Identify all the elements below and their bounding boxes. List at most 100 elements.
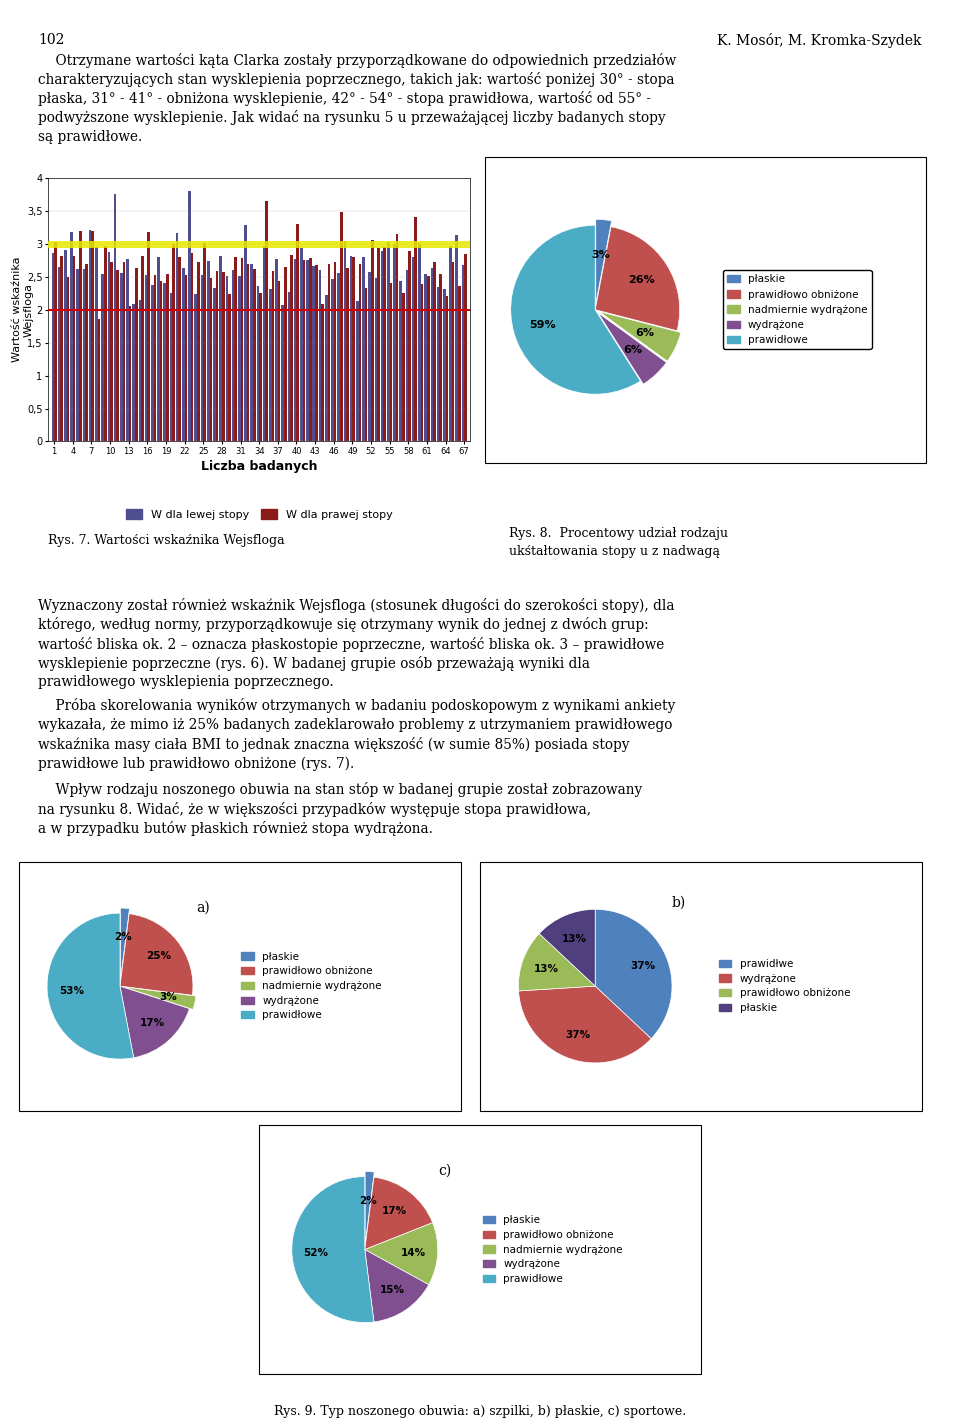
Bar: [284, 268, 287, 441]
Bar: [362, 256, 365, 441]
Bar: [420, 285, 423, 441]
Y-axis label: Wartość wskaźnika
Wejsfloga: Wartość wskaźnika Wejsfloga: [12, 256, 34, 363]
Text: wysklepienie poprzeczne (rys. 6). W badanej grupie osób przeważają wyniki dla: wysklepienie poprzeczne (rys. 6). W bada…: [38, 655, 590, 671]
Bar: [424, 273, 427, 441]
Bar: [290, 255, 293, 441]
Bar: [184, 275, 187, 441]
Bar: [356, 300, 359, 441]
Bar: [369, 272, 371, 441]
Bar: [399, 282, 402, 441]
Bar: [157, 256, 159, 441]
Bar: [319, 271, 322, 441]
Bar: [272, 271, 275, 441]
Bar: [85, 265, 88, 441]
Bar: [383, 246, 386, 441]
Bar: [251, 263, 253, 441]
Text: płaska, 31° - 41° - obniżona wysklepienie, 42° - 54° - stopa prawidłowa, wartość: płaska, 31° - 41° - obniżona wysklepieni…: [38, 91, 652, 107]
Text: na rysunku 8. Widać, że w większości przypadków występuje stopa prawidłowa,: na rysunku 8. Widać, że w większości prz…: [38, 802, 591, 817]
Text: którego, według normy, przyporządkowuje się otrzymany wynik do jednej z dwóch gr: którego, według normy, przyporządkowuje …: [38, 618, 649, 632]
Bar: [445, 296, 448, 441]
Bar: [60, 256, 63, 441]
Bar: [138, 300, 141, 441]
Text: 14%: 14%: [401, 1247, 426, 1257]
Bar: [159, 281, 162, 441]
Bar: [201, 275, 204, 441]
Text: K. Mosór, M. Kromka-Szydek: K. Mosór, M. Kromka-Szydek: [717, 33, 922, 48]
Bar: [191, 253, 194, 441]
Bar: [408, 251, 411, 441]
Bar: [182, 268, 184, 441]
Bar: [179, 256, 181, 441]
Wedge shape: [518, 934, 595, 991]
Bar: [116, 271, 119, 441]
Bar: [371, 239, 373, 441]
Bar: [104, 246, 107, 441]
Text: Wyznaczony został również wskaźnik Wejsfloga (stosunek długości do szerokości st: Wyznaczony został również wskaźnik Wejsf…: [38, 598, 675, 614]
Bar: [440, 275, 442, 441]
Bar: [148, 232, 150, 441]
Legend: prawidłwe, wydrążone, prawidłowo obniżone, płaskie: prawidłwe, wydrążone, prawidłowo obniżon…: [715, 956, 853, 1017]
Bar: [288, 292, 290, 441]
Bar: [269, 289, 272, 441]
Bar: [108, 252, 110, 441]
Bar: [113, 195, 116, 441]
Bar: [340, 212, 343, 441]
Bar: [91, 231, 94, 441]
Bar: [265, 201, 268, 441]
Bar: [415, 218, 417, 441]
Bar: [244, 225, 247, 441]
Bar: [259, 293, 262, 441]
Bar: [387, 242, 390, 441]
Text: 37%: 37%: [630, 961, 655, 971]
Text: 17%: 17%: [382, 1206, 407, 1216]
Wedge shape: [120, 987, 189, 1058]
Bar: [216, 271, 218, 441]
Bar: [390, 283, 393, 441]
Bar: [89, 231, 91, 441]
Text: a w przypadku butów płaskich również stopa wydrążona.: a w przypadku butów płaskich również sto…: [38, 822, 433, 836]
Bar: [213, 288, 216, 441]
Bar: [126, 259, 129, 441]
Bar: [419, 244, 420, 441]
Bar: [73, 256, 76, 441]
Bar: [315, 265, 318, 441]
Bar: [443, 289, 445, 441]
Bar: [83, 269, 85, 441]
Bar: [313, 266, 315, 441]
Text: 15%: 15%: [380, 1284, 405, 1294]
Bar: [276, 259, 277, 441]
Bar: [247, 263, 250, 441]
Bar: [462, 265, 465, 441]
Text: prawidłowe lub prawidłowo obniżone (rys. 7).: prawidłowe lub prawidłowo obniżone (rys.…: [38, 756, 354, 770]
Bar: [306, 261, 309, 441]
Bar: [374, 278, 377, 441]
Bar: [98, 319, 100, 441]
Text: wskaźnika masy ciała BMI to jednak znaczna większość (w sumie 85%) posiada stopy: wskaźnika masy ciała BMI to jednak znacz…: [38, 738, 630, 752]
Text: charakteryzujących stan wysklepienia poprzecznego, takich jak: wartość poniżej 3: charakteryzujących stan wysklepienia pop…: [38, 73, 675, 87]
Text: 3%: 3%: [591, 251, 610, 261]
Text: 3%: 3%: [158, 991, 177, 1001]
Bar: [433, 262, 436, 441]
Bar: [327, 265, 330, 441]
Text: 6%: 6%: [636, 328, 655, 337]
Wedge shape: [47, 913, 133, 1059]
Text: c): c): [438, 1163, 451, 1178]
Wedge shape: [595, 910, 672, 1038]
Bar: [120, 273, 123, 441]
Bar: [302, 261, 305, 441]
Text: Próba skorelowania wyników otrzymanych w badaniu podoskopowym z wynikami ankiety: Próba skorelowania wyników otrzymanych w…: [38, 699, 676, 713]
Bar: [123, 262, 125, 441]
Bar: [281, 305, 284, 441]
Bar: [253, 269, 255, 441]
Text: b): b): [672, 896, 686, 910]
Bar: [58, 266, 60, 441]
Text: 37%: 37%: [565, 1030, 590, 1040]
Bar: [145, 275, 148, 441]
Bar: [294, 259, 297, 441]
Bar: [132, 303, 135, 441]
Bar: [219, 256, 222, 441]
Bar: [110, 262, 112, 441]
Wedge shape: [365, 1223, 438, 1284]
Bar: [394, 244, 396, 441]
Text: wykazała, że mimo iż 25% badanych zadeklarowało problemy z utrzymaniem prawidłow: wykazała, że mimo iż 25% badanych zadekl…: [38, 718, 673, 732]
